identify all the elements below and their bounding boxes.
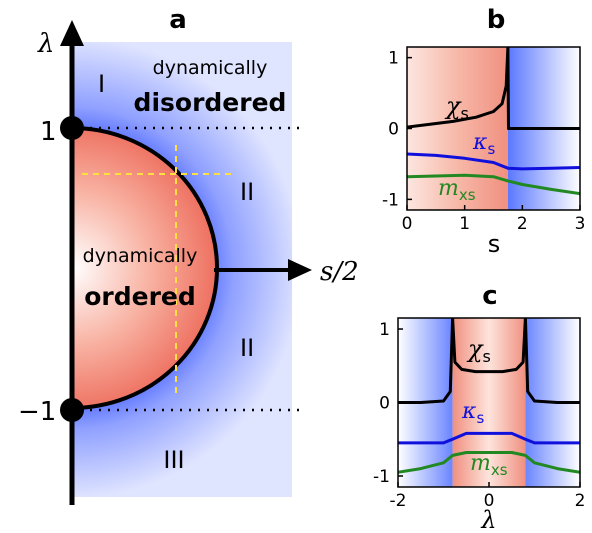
- panel-c-ytick-label: -1: [373, 467, 390, 487]
- region-II-upper-label: II: [240, 178, 254, 206]
- panel-b-m-label: mxs: [438, 176, 476, 204]
- panel-c: c -2 0 2 1 0 -1 λ χs κs mxs: [373, 281, 585, 533]
- panel-b-series: [407, 47, 580, 196]
- panel-b-label: b: [487, 5, 506, 35]
- region-II-lower-label: II: [240, 334, 254, 362]
- disordered-line1: dynamically: [153, 57, 268, 79]
- panel-a-label: a: [169, 5, 187, 35]
- panel-c-m-label: mxs: [470, 451, 508, 479]
- panel-c-label: c: [482, 281, 497, 311]
- panel-b-xtick-label: 0: [402, 214, 413, 234]
- panel-c-kappa-label: κs: [461, 399, 484, 427]
- panel-b-series-chi: [407, 47, 580, 130]
- panel-b-xtick-label: 2: [517, 214, 528, 234]
- s-half-label: s/2: [320, 257, 359, 287]
- panel-c-ordered-bg: [452, 318, 526, 487]
- panel-a: a λ s/2 1 −1 I II II III dynamically dis…: [18, 5, 359, 505]
- panel-b-kappa-label: κs: [472, 130, 495, 158]
- panel-c-series-chi_right: [523, 318, 580, 404]
- tick-label-minus-1: −1: [18, 397, 56, 427]
- ordered-line2: ordered: [84, 282, 196, 311]
- panel-b-ticks: 0 1 2 310-1: [382, 49, 585, 234]
- panel-c-series: [398, 318, 580, 474]
- region-III-label: III: [163, 446, 184, 474]
- panel-b-ytick-label: -1: [382, 190, 399, 210]
- panel-c-ytick-label: 1: [379, 320, 390, 340]
- panel-c-chi-label: χs: [466, 335, 491, 366]
- panel-c-xtick-label: 2: [575, 491, 586, 511]
- panel-b-ordered-bg: [407, 47, 508, 210]
- s-axis-arrow: [288, 259, 312, 281]
- panel-c-xlabel: λ: [480, 506, 496, 533]
- lambda-label: λ: [37, 29, 54, 59]
- tick-label-1: 1: [40, 117, 57, 147]
- critical-point-bottom: [60, 398, 84, 422]
- panel-c-xtick-label: 0: [484, 491, 495, 511]
- panel-b-xlabel: s: [488, 230, 501, 258]
- panel-b-xtick-label: 3: [575, 214, 586, 234]
- lambda-axis-arrow: [60, 20, 84, 46]
- panel-b-chi-label: χs: [444, 92, 469, 123]
- panel-c-series-chi_left: [398, 318, 455, 404]
- region-I-label: I: [98, 70, 105, 98]
- panel-c-xtick-label: -2: [390, 491, 407, 511]
- panel-c-series-m: [398, 451, 580, 474]
- panel-b-series-m: [407, 173, 580, 196]
- panel-b-ytick-label: 0: [388, 120, 399, 140]
- ordered-line1: dynamically: [83, 245, 198, 267]
- panel-c-ticks: -2 0 2 1 0 -1: [373, 320, 585, 511]
- panel-b-xtick-label: 1: [459, 214, 470, 234]
- disordered-line2: disordered: [134, 88, 287, 117]
- panel-c-series-kappa: [398, 431, 580, 445]
- panel-c-ytick-label: 0: [379, 394, 390, 414]
- ordered-region: [70, 125, 219, 411]
- panel-c-series-chi_mid: [451, 318, 527, 374]
- panel-b-series-kappa: [407, 152, 580, 171]
- critical-point-top: [60, 116, 84, 140]
- panel-b: b 0 1 2 310-1 s χs κs mxs: [382, 5, 585, 258]
- panel-b-ytick-label: 1: [388, 49, 399, 69]
